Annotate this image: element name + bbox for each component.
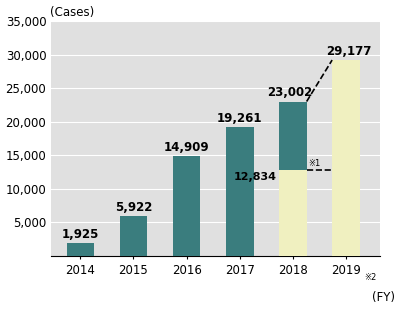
Bar: [279, 170, 307, 256]
Bar: [173, 156, 200, 256]
Text: 1,925: 1,925: [62, 228, 99, 241]
Text: 23,002: 23,002: [268, 86, 313, 100]
Text: 29,177: 29,177: [326, 45, 371, 58]
Bar: [66, 243, 94, 256]
Bar: [120, 216, 147, 256]
Text: ※2: ※2: [364, 273, 377, 282]
Text: 14,909: 14,909: [164, 141, 210, 154]
Text: 19,261: 19,261: [217, 112, 262, 125]
Bar: [332, 60, 360, 256]
Bar: [279, 101, 307, 170]
Bar: [226, 127, 254, 256]
Text: ※1: ※1: [309, 159, 321, 168]
Text: 5,922: 5,922: [115, 201, 152, 214]
Text: 12,834: 12,834: [233, 171, 276, 182]
Text: (Cases): (Cases): [50, 6, 94, 19]
Text: (FY): (FY): [372, 291, 394, 304]
